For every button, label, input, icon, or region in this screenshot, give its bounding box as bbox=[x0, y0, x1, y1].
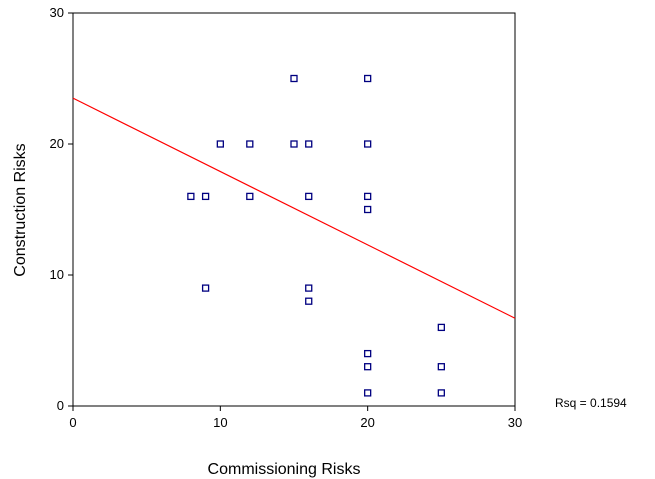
data-point bbox=[364, 74, 372, 83]
data-point bbox=[305, 284, 313, 292]
data-point bbox=[437, 323, 445, 332]
fit-line bbox=[72, 97, 516, 319]
data-point bbox=[364, 192, 372, 201]
data-point bbox=[187, 192, 195, 201]
data-point bbox=[437, 363, 445, 371]
data-point bbox=[305, 192, 313, 201]
data-point bbox=[305, 297, 313, 305]
y-axis-label: Construction Risks bbox=[12, 143, 29, 276]
data-point bbox=[364, 205, 372, 214]
data-point bbox=[364, 349, 372, 358]
x-tick-label: 20 bbox=[360, 415, 374, 430]
y-tick-label: 30 bbox=[50, 5, 64, 20]
data-point bbox=[216, 140, 224, 148]
x-tick-label: 10 bbox=[213, 415, 227, 430]
x-tick-label: 30 bbox=[508, 415, 522, 430]
data-point bbox=[201, 192, 210, 201]
data-point bbox=[246, 140, 254, 148]
data-point bbox=[201, 284, 210, 292]
data-point bbox=[305, 140, 313, 148]
data-point bbox=[364, 363, 372, 371]
rsq-annotation: Rsq = 0.1594 bbox=[555, 396, 627, 410]
y-tick-label: 20 bbox=[50, 136, 64, 151]
y-tick-label: 10 bbox=[50, 267, 64, 282]
data-points bbox=[187, 74, 445, 397]
plot-frame bbox=[72, 12, 516, 407]
x-tick-label: 0 bbox=[69, 415, 76, 430]
data-point bbox=[246, 192, 254, 201]
y-tick-label: 0 bbox=[57, 398, 64, 413]
axis-ticks: 0 10 20 30 0 10 20 30 bbox=[50, 5, 523, 430]
data-point bbox=[364, 140, 372, 148]
data-point bbox=[437, 389, 445, 397]
data-point bbox=[290, 74, 298, 83]
x-axis-label: Commissioning Risks bbox=[208, 461, 361, 478]
data-point bbox=[364, 389, 372, 397]
data-point bbox=[290, 140, 298, 148]
fit-line-group bbox=[72, 97, 516, 319]
